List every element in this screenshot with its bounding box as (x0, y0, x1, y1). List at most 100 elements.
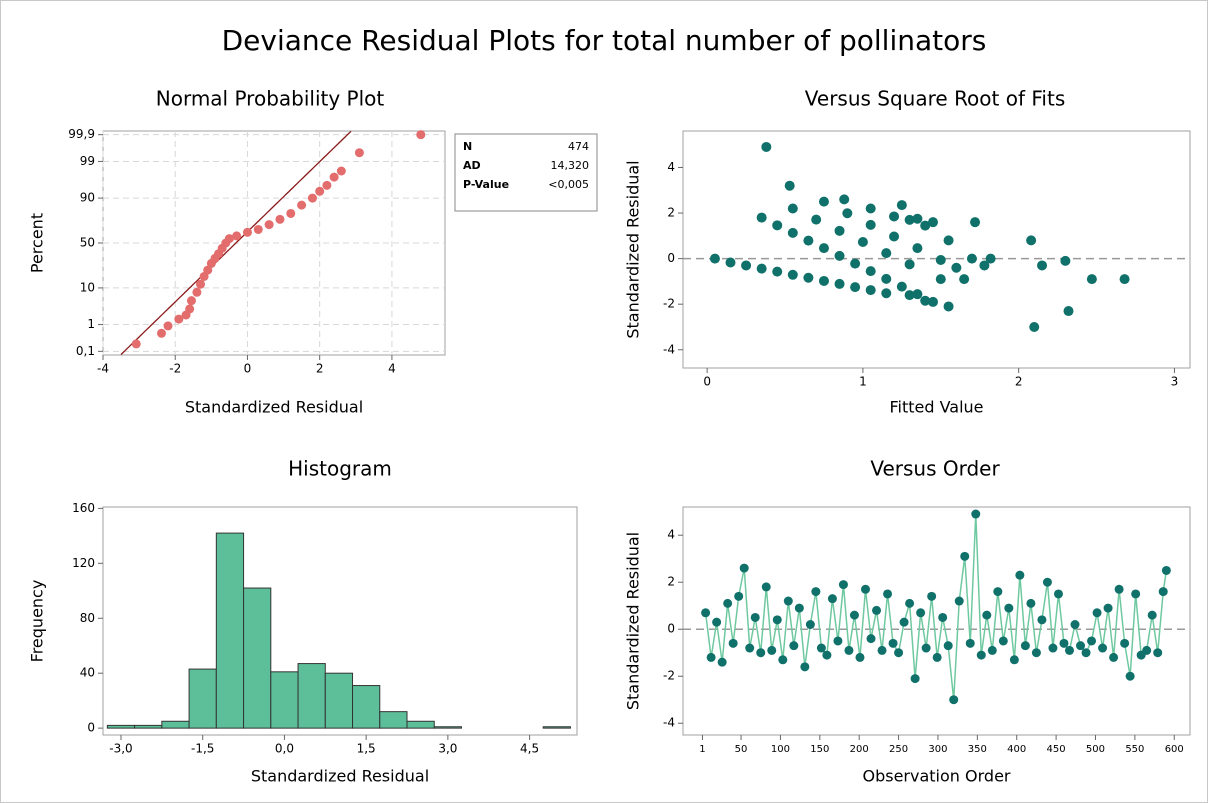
point (818, 275, 829, 286)
y-tick-label: 0,1 (76, 344, 95, 358)
bar (433, 726, 462, 729)
point (920, 295, 931, 306)
point (921, 643, 931, 653)
point (1029, 321, 1040, 332)
stats-label: AD (463, 159, 481, 172)
point (834, 225, 845, 236)
point (286, 208, 296, 218)
point (1103, 603, 1113, 613)
point (1120, 638, 1130, 648)
point (709, 253, 720, 264)
bar (406, 720, 435, 729)
point (761, 141, 772, 152)
y-axis-label: Standardized Residual (624, 160, 643, 338)
x-tick-label: 3,0 (438, 742, 457, 756)
bar (324, 672, 354, 729)
point (865, 266, 876, 277)
point (865, 203, 876, 214)
point (993, 587, 1003, 597)
chart-title: Deviance Residual Plots for total number… (222, 24, 987, 57)
y-tick-label: 99 (80, 154, 95, 168)
point (822, 650, 832, 660)
point (855, 652, 865, 662)
point (938, 612, 948, 622)
subplot-title: Histogram (288, 457, 392, 481)
point (818, 196, 829, 207)
plot-area (682, 506, 1191, 736)
x-tick-label: 1 (859, 375, 867, 389)
x-tick-label: -4 (97, 362, 109, 376)
point (739, 563, 749, 573)
y-tick-label: -2 (663, 669, 675, 683)
x-tick-label: 4,5 (520, 742, 539, 756)
y-tick-label: 160 (72, 501, 95, 515)
x-axis-label: Standardized Residual (185, 398, 363, 417)
point (896, 200, 907, 211)
point (1114, 584, 1124, 594)
point (818, 243, 829, 254)
x-tick-label: 150 (810, 744, 829, 755)
point (849, 610, 859, 620)
point (904, 214, 915, 225)
point (833, 636, 843, 646)
point (1059, 638, 1069, 648)
point (865, 285, 876, 296)
point (1076, 641, 1086, 651)
x-tick-label: 0,0 (275, 742, 294, 756)
point (1026, 598, 1036, 608)
point (1119, 274, 1130, 285)
point (264, 220, 274, 230)
point (842, 208, 853, 219)
bar (297, 663, 326, 729)
point (935, 274, 946, 285)
point (965, 638, 975, 648)
point (1142, 645, 1152, 655)
point (935, 254, 946, 265)
point (794, 603, 804, 613)
bar (134, 724, 163, 729)
point (131, 339, 141, 349)
point (894, 648, 904, 658)
y-tick-label: -4 (663, 342, 675, 356)
point (1004, 603, 1014, 613)
point (1015, 570, 1025, 580)
point (932, 652, 942, 662)
point (904, 259, 915, 270)
point (1158, 587, 1168, 597)
point (951, 262, 962, 273)
point (800, 662, 810, 672)
point (203, 265, 213, 275)
point (959, 274, 970, 285)
x-tick-label: -2 (169, 362, 181, 376)
y-tick-label: 0 (667, 622, 675, 636)
point (1092, 608, 1102, 618)
point (912, 243, 923, 254)
point (756, 263, 767, 274)
point (881, 288, 892, 299)
point (787, 227, 798, 238)
point (336, 166, 346, 176)
point (970, 217, 981, 228)
x-axis-label: Observation Order (863, 767, 1011, 786)
stats-label: N (463, 140, 472, 153)
x-tick-label: 550 (1125, 744, 1144, 755)
stats-value: <0,005 (548, 178, 589, 191)
point (1009, 655, 1019, 665)
bar (161, 720, 190, 729)
point (725, 257, 736, 268)
point (787, 269, 798, 280)
point (982, 610, 992, 620)
y-tick-label: 40 (80, 666, 95, 680)
point (297, 200, 307, 210)
point (971, 509, 981, 519)
y-tick-label: 4 (667, 160, 675, 174)
point (416, 130, 426, 140)
y-tick-label: 2 (667, 206, 675, 220)
point (889, 231, 900, 242)
point (789, 641, 799, 651)
point (192, 287, 202, 297)
y-tick-label: 1 (87, 317, 95, 331)
stats-label: P-Value (463, 178, 509, 191)
x-tick-label: 500 (1086, 744, 1105, 755)
y-tick-label: 0 (87, 721, 95, 735)
